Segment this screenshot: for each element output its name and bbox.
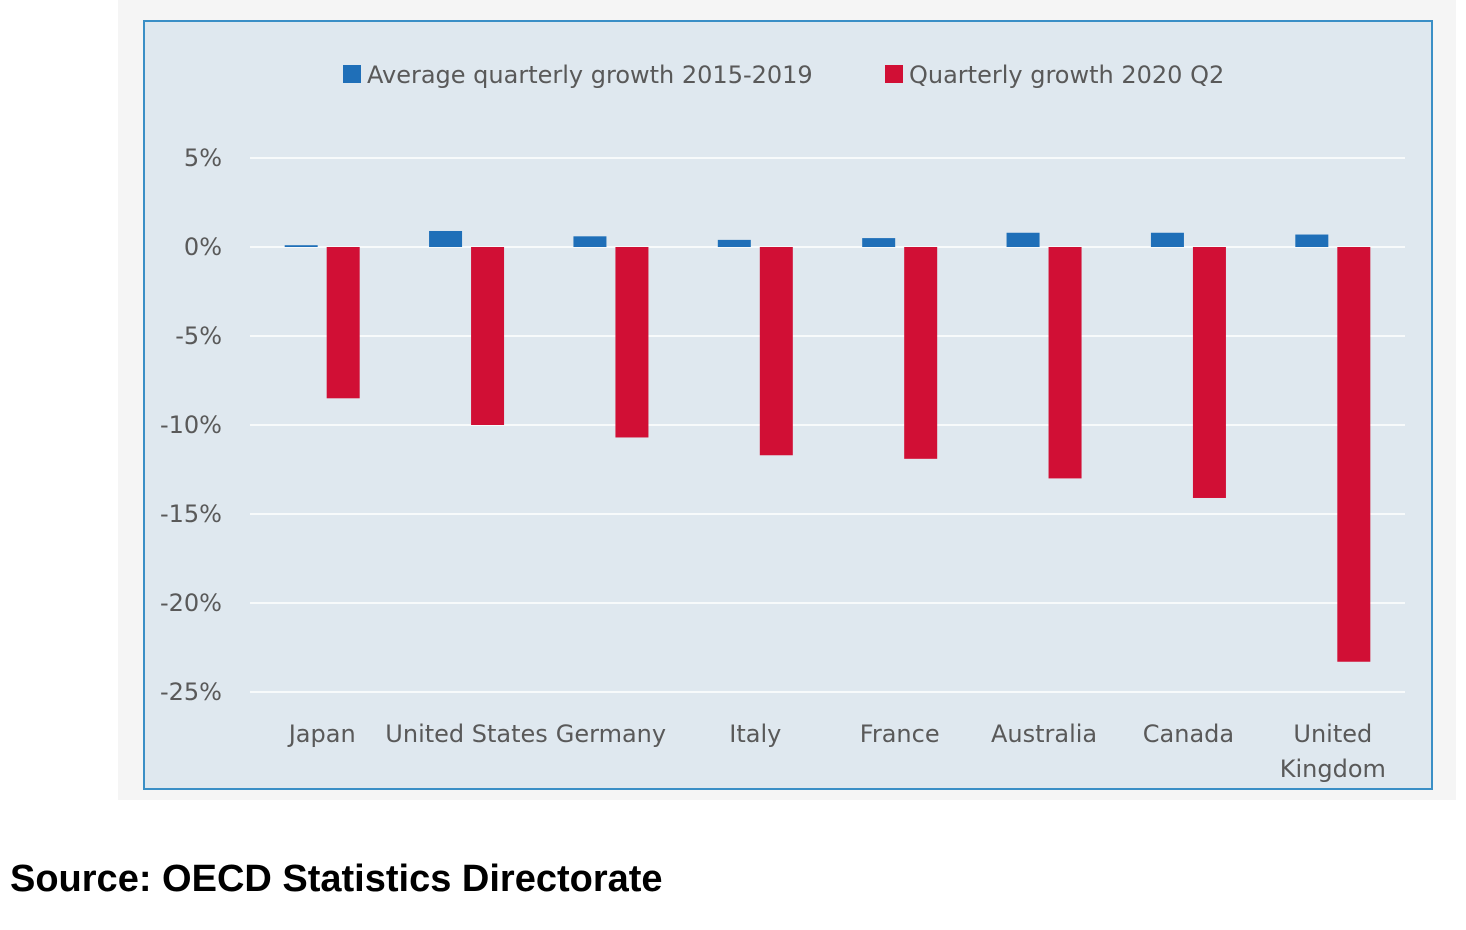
bar-2020-q2 [1337,247,1371,662]
bar-avg-2015-2019 [1006,232,1040,247]
bar-avg-2015-2019 [717,239,751,247]
x-tick-label: Italy [729,720,781,748]
bar-2020-q2 [615,247,649,438]
bar-avg-2015-2019 [1150,232,1184,247]
bar-2020-q2 [1048,247,1082,479]
bar-avg-2015-2019 [284,245,318,247]
x-tick-label: France [860,720,940,748]
legend-swatch [885,65,903,83]
bar-avg-2015-2019 [862,238,896,247]
y-tick-label: -10% [160,411,222,439]
x-tick-label: United [1293,720,1372,748]
source-caption: Source: OECD Statistics Directorate [10,858,663,900]
legend-swatch [343,65,361,83]
y-tick-label: 0% [184,233,222,261]
y-tick-label: 5% [184,144,222,172]
y-tick-label: -25% [160,678,222,706]
legend-label: Quarterly growth 2020 Q2 [909,61,1224,89]
x-tick-label: Australia [991,720,1097,748]
y-tick-label: -20% [160,589,222,617]
bar-avg-2015-2019 [573,236,607,247]
x-tick-label: Germany [556,720,666,748]
bar-2020-q2 [471,247,505,425]
x-tick-label: Kingdom [1280,755,1386,783]
y-tick-label: -5% [175,322,222,350]
legend-label: Average quarterly growth 2015-2019 [367,61,813,89]
bar-2020-q2 [1192,247,1226,498]
y-tick-label: -15% [160,500,222,528]
x-tick-label: Canada [1143,720,1234,748]
x-tick-label: United States [385,720,548,748]
bar-2020-q2 [904,247,938,459]
x-tick-label: Japan [287,720,356,748]
bar-2020-q2 [759,247,793,456]
bar-avg-2015-2019 [429,230,463,247]
bar-2020-q2 [326,247,360,399]
bar-avg-2015-2019 [1295,234,1329,247]
